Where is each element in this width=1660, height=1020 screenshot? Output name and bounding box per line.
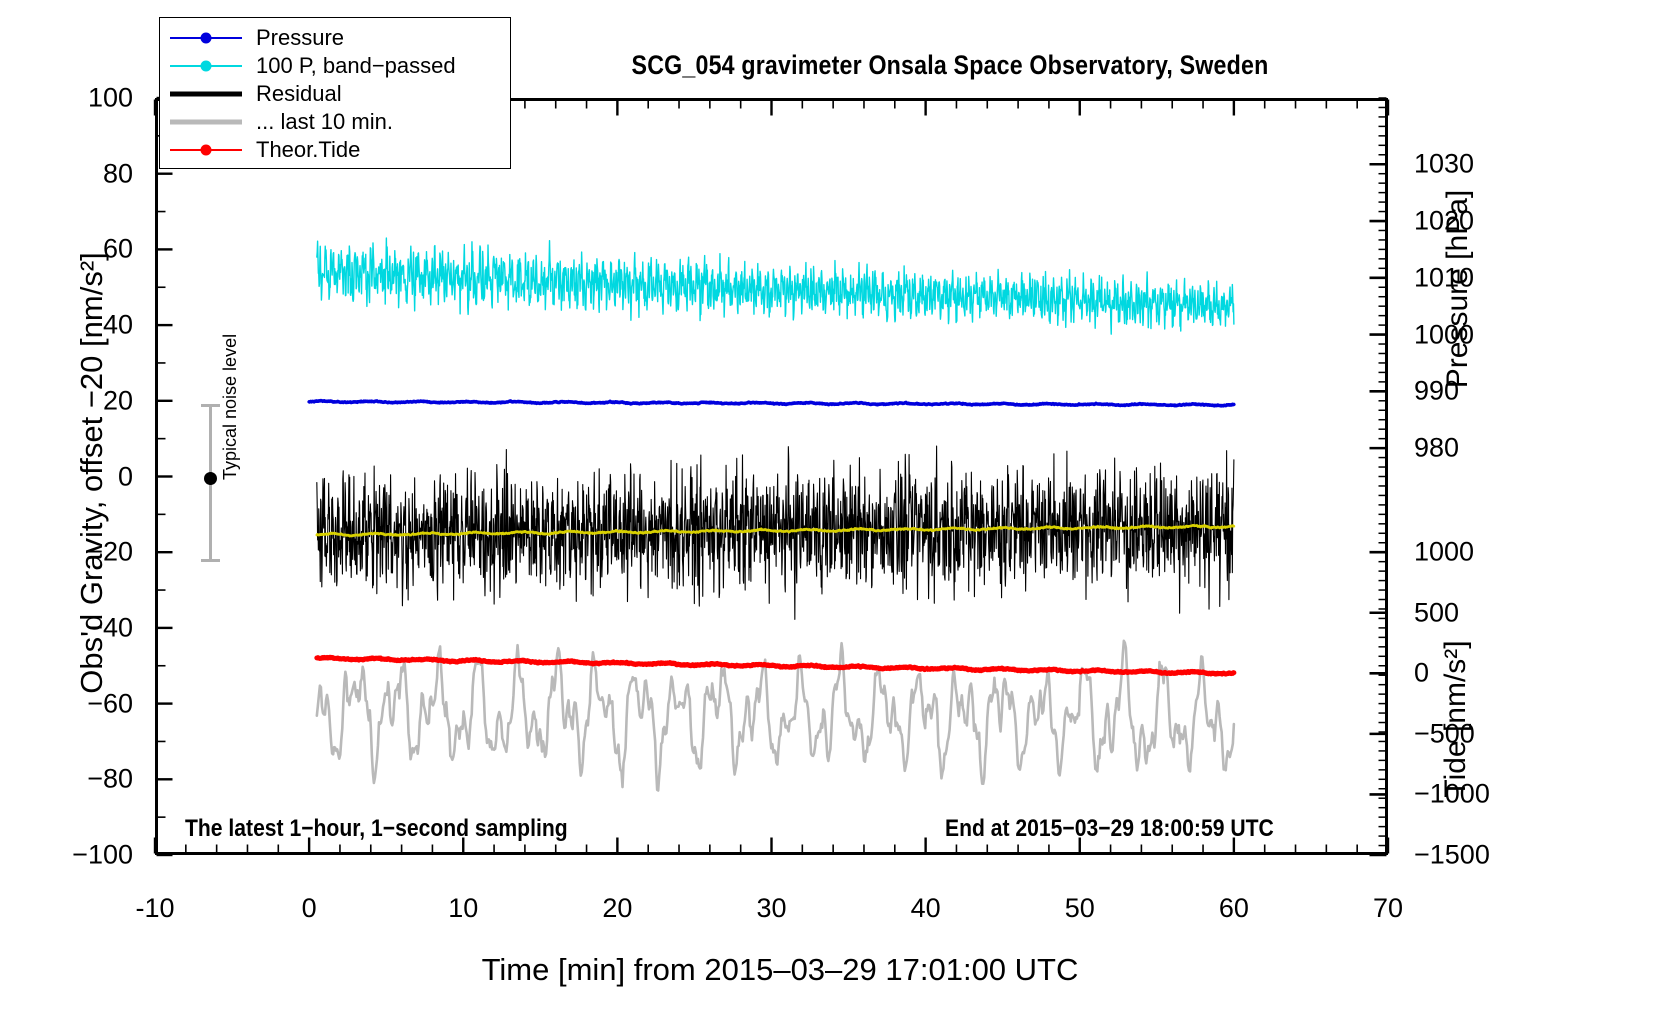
ytick-label-0: 100: [87, 82, 133, 113]
footer-sampling-note: The latest 1−hour, 1−second sampling: [185, 815, 568, 842]
ytick-label-9: −80: [87, 763, 133, 794]
tide-tick-label-5: −1500: [1414, 839, 1490, 870]
noise-label: Typical noise level: [220, 333, 240, 480]
ytick-label-8: −60: [87, 688, 133, 719]
legend-dot-icon: [200, 32, 212, 44]
ytick-label-5: 0: [117, 461, 133, 491]
ytick-label-6: −20: [87, 536, 133, 567]
xtick-label-8: 70: [1372, 893, 1404, 923]
legend-swatch-2: [170, 85, 242, 103]
xtick-label-7: 60: [1218, 893, 1249, 923]
plot-frame: [155, 98, 1388, 855]
ytick-label-4: 20: [102, 385, 133, 416]
legend-item-1: 100 P, band−passed: [160, 52, 510, 80]
legend-item-2: Residual: [160, 80, 510, 108]
pressure-tick-label-1: 1020: [1414, 205, 1475, 236]
footer-end-time: End at 2015−03−29 18:00:59 UTC: [945, 815, 1274, 842]
noise-cap-top: [201, 404, 220, 407]
pressure-tick-label-4: 990: [1414, 375, 1460, 406]
noise-center-dot: [204, 472, 217, 485]
xtick-label-2: 10: [448, 893, 479, 923]
xtick-label-0: -10: [135, 893, 175, 923]
legend-line-icon: [170, 91, 242, 97]
legend-swatch-4: [170, 141, 242, 159]
tide-tick-label-4: −1000: [1414, 778, 1490, 809]
ytick-label-7: −40: [87, 612, 133, 643]
xtick-label-1: 0: [301, 893, 317, 923]
legend-line-icon: [170, 119, 242, 125]
tide-tick-label-2: 0: [1414, 657, 1430, 688]
xtick-label-3: 20: [602, 893, 633, 923]
x-axis-label: Time [min] from 2015–03–29 17:01:00 UTC: [481, 952, 1079, 987]
typical-noise-level-annotation: Typical noise level: [196, 334, 256, 568]
legend-swatch-0: [170, 29, 242, 47]
legend-label-3: ... last 10 min.: [256, 109, 393, 134]
legend-item-0: Pressure: [160, 24, 510, 52]
legend-dot-icon: [200, 144, 212, 156]
legend-item-4: Theor.Tide: [160, 136, 510, 164]
xtick-label-6: 50: [1064, 893, 1095, 923]
chart-title: SCG_054 gravimeter Onsala Space Observat…: [631, 50, 1269, 80]
noise-cap-bottom: [201, 559, 220, 562]
legend-dot-icon: [200, 60, 212, 72]
ytick-label-1: 80: [102, 158, 133, 189]
ytick-label-2: 60: [102, 233, 133, 264]
legend-label-0: Pressure: [256, 25, 345, 50]
pressure-tick-label-3: 1000: [1414, 319, 1475, 350]
legend-swatch-3: [170, 113, 242, 131]
legend-label-1: 100 P, band−passed: [256, 53, 456, 78]
ytick-label-10: −100: [72, 839, 133, 870]
tide-tick-label-1: 500: [1414, 597, 1460, 628]
legend-label-2: Residual: [256, 81, 342, 106]
xtick-label-5: 40: [910, 893, 941, 923]
legend: Pressure 100 P, band−passed Residual ... la…: [159, 17, 511, 169]
ytick-label-3: 40: [102, 309, 133, 340]
tide-tick-label-0: 1000: [1414, 536, 1475, 567]
pressure-tick-label-0: 1030: [1414, 148, 1475, 179]
pressure-tick-label-2: 1010: [1414, 262, 1475, 293]
xtick-label-4: 30: [756, 893, 787, 923]
tide-tick-label-3: −500: [1414, 718, 1475, 749]
legend-label-4: Theor.Tide: [256, 137, 361, 162]
pressure-tick-label-5: 980: [1414, 432, 1460, 463]
legend-swatch-1: [170, 57, 242, 75]
legend-item-3: ... last 10 min.: [160, 108, 510, 136]
